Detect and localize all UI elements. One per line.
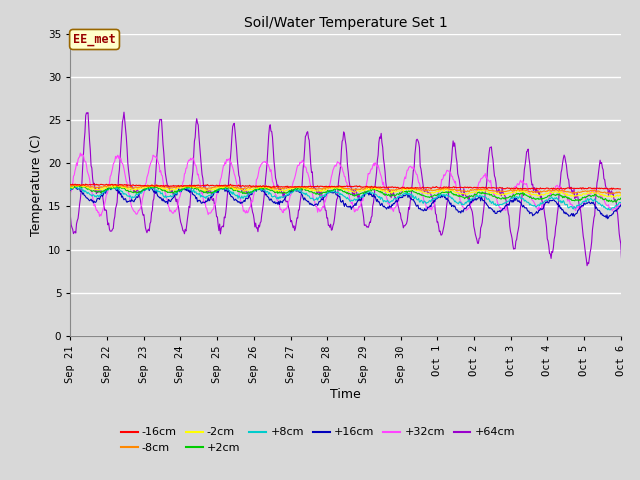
+64cm [426, 191, 433, 196]
+8cm [426, 198, 433, 204]
+32cm [274, 198, 282, 204]
-8cm [136, 184, 144, 190]
+8cm [273, 196, 281, 202]
+8cm [136, 191, 144, 196]
-8cm [426, 188, 433, 193]
+64cm [296, 207, 303, 213]
-2cm [244, 187, 252, 193]
-8cm [108, 181, 116, 187]
+16cm [244, 196, 252, 202]
Line: +64cm: +64cm [70, 112, 640, 267]
Legend: -16cm, -8cm, -2cm, +2cm, +8cm, +16cm, +32cm, +64cm: -16cm, -8cm, -2cm, +2cm, +8cm, +16cm, +3… [116, 423, 520, 457]
+32cm [77, 150, 84, 156]
-2cm [296, 184, 303, 190]
-8cm [273, 186, 281, 192]
+32cm [426, 206, 434, 212]
+32cm [67, 190, 74, 196]
-8cm [296, 183, 303, 189]
Line: -8cm: -8cm [70, 184, 640, 194]
+32cm [460, 204, 467, 210]
+32cm [245, 207, 253, 213]
+2cm [67, 185, 74, 191]
-2cm [426, 190, 433, 196]
-16cm [458, 184, 466, 190]
-16cm [90, 181, 98, 187]
-16cm [296, 184, 303, 190]
-2cm [67, 184, 74, 190]
-8cm [67, 183, 74, 189]
+16cm [458, 208, 466, 214]
+2cm [221, 183, 229, 189]
Line: -2cm: -2cm [70, 185, 640, 198]
-16cm [426, 185, 433, 191]
+64cm [120, 109, 128, 115]
+64cm [67, 213, 74, 219]
-16cm [136, 182, 144, 188]
+8cm [67, 187, 74, 192]
-16cm [67, 182, 74, 188]
+8cm [296, 189, 303, 194]
+16cm [296, 190, 303, 195]
+16cm [70, 183, 77, 189]
-2cm [458, 191, 466, 197]
Line: +32cm: +32cm [70, 153, 640, 216]
-2cm [273, 187, 281, 193]
+64cm [273, 183, 281, 189]
-8cm [244, 185, 252, 191]
+8cm [73, 184, 81, 190]
Y-axis label: Temperature (C): Temperature (C) [29, 134, 43, 236]
+2cm [273, 188, 281, 194]
Text: EE_met: EE_met [73, 33, 116, 46]
+2cm [296, 186, 303, 192]
X-axis label: Time: Time [330, 388, 361, 401]
-16cm [273, 183, 281, 189]
+16cm [273, 200, 281, 205]
+16cm [67, 187, 74, 193]
+2cm [426, 195, 433, 201]
+16cm [136, 189, 144, 195]
+8cm [244, 192, 252, 197]
-2cm [136, 185, 144, 191]
+2cm [136, 189, 143, 194]
+64cm [136, 195, 144, 201]
+2cm [244, 189, 252, 195]
+64cm [244, 189, 252, 195]
+64cm [458, 191, 466, 197]
-8cm [458, 188, 466, 194]
+16cm [426, 204, 433, 210]
Line: -16cm: -16cm [70, 184, 640, 190]
-16cm [244, 183, 252, 189]
+32cm [296, 159, 304, 165]
+64cm [620, 264, 627, 270]
+2cm [458, 194, 466, 200]
-16cm [633, 187, 640, 193]
Line: +2cm: +2cm [70, 186, 640, 203]
+32cm [95, 214, 103, 219]
Line: +16cm: +16cm [70, 186, 640, 220]
Line: +8cm: +8cm [70, 187, 640, 210]
+8cm [458, 201, 466, 207]
+32cm [137, 204, 145, 210]
Title: Soil/Water Temperature Set 1: Soil/Water Temperature Set 1 [244, 16, 447, 30]
-2cm [113, 182, 121, 188]
